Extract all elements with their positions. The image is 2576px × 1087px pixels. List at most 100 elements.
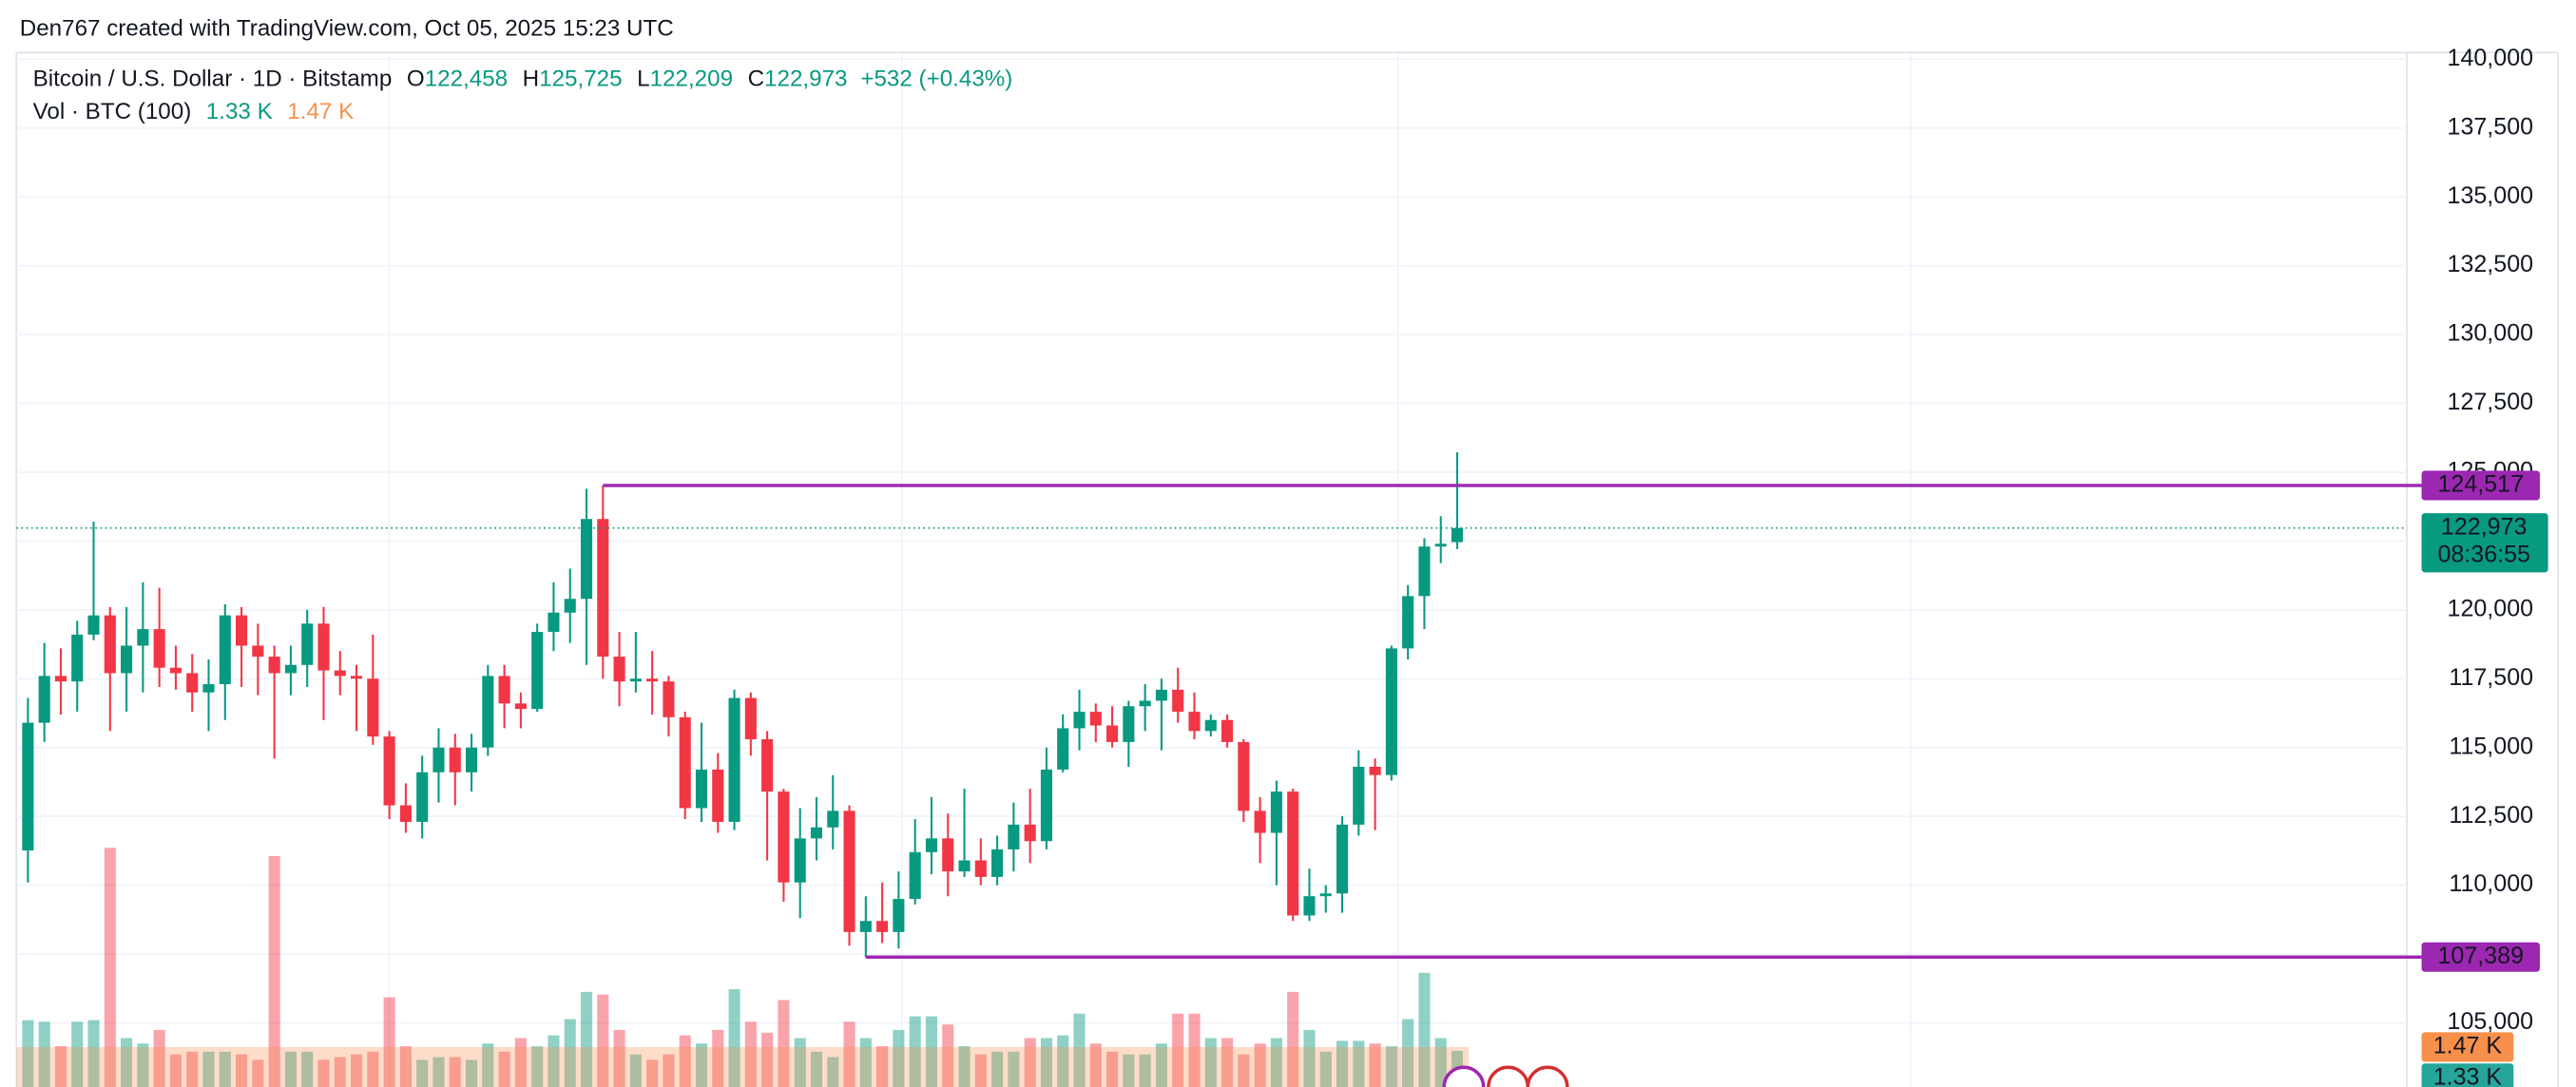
y-tick-label: 117,500 xyxy=(2449,664,2533,691)
candle-body xyxy=(1106,725,1119,742)
volume-bar xyxy=(548,1035,560,1087)
volume-bar xyxy=(1139,1054,1151,1087)
event-icon xyxy=(1526,1065,1569,1087)
volume-bar xyxy=(778,1000,790,1087)
volume-bar xyxy=(580,991,593,1087)
volume-bar xyxy=(87,1020,100,1087)
volume-bar xyxy=(137,1043,149,1087)
candle-body xyxy=(925,838,938,852)
candle-body xyxy=(1270,791,1282,833)
candle-body xyxy=(1303,896,1316,916)
volume-bar xyxy=(153,1029,165,1087)
candle-body xyxy=(531,632,544,710)
volume-bar xyxy=(1089,1043,1102,1087)
volume-bar xyxy=(744,1021,757,1087)
candle-body xyxy=(121,645,133,674)
volume-bar xyxy=(104,848,116,1087)
candle-body xyxy=(1155,689,1167,701)
candle-body xyxy=(22,722,34,851)
volume-bar xyxy=(1434,1038,1447,1087)
candle-body xyxy=(859,921,872,932)
volume-bar xyxy=(482,1043,494,1087)
candle-body xyxy=(416,772,429,822)
open-label: O xyxy=(407,67,425,92)
volume-bar xyxy=(367,1051,379,1087)
candle-body xyxy=(778,791,790,883)
change: +532 (+0.43%) xyxy=(860,67,1012,92)
volume-bar xyxy=(843,1021,855,1087)
candle-body xyxy=(219,615,231,685)
volume-bar xyxy=(909,1016,921,1087)
candle-body xyxy=(909,851,921,900)
candle-body xyxy=(367,678,379,737)
volume-bar xyxy=(1024,1038,1036,1087)
volume-bar xyxy=(22,1020,34,1087)
volume-bar xyxy=(71,1021,84,1087)
candle-body xyxy=(942,838,954,872)
volume-bar xyxy=(1369,1043,1381,1087)
last-price-box xyxy=(2421,513,2548,573)
volume-bar xyxy=(531,1046,544,1087)
candle-body xyxy=(679,716,691,809)
low-value: 122,209 xyxy=(650,67,733,92)
candle-body xyxy=(695,769,708,809)
candle-body xyxy=(153,629,165,668)
volume-bar xyxy=(433,1057,445,1087)
volume-bar xyxy=(629,1054,642,1087)
candle-body xyxy=(465,747,478,772)
candle-body xyxy=(761,739,774,792)
candle-body xyxy=(1188,712,1201,732)
candle-body xyxy=(1040,769,1052,842)
volume-bar xyxy=(1188,1013,1201,1087)
volume-bar xyxy=(1057,1035,1069,1087)
candle-body xyxy=(629,678,642,682)
candle-body xyxy=(646,678,659,682)
candle-body xyxy=(350,676,363,679)
volume-ma-box xyxy=(2421,1032,2514,1062)
volume-bar xyxy=(1270,1038,1282,1087)
candle-body xyxy=(236,615,248,646)
candle-body xyxy=(1434,544,1447,547)
volume-bar xyxy=(564,1019,576,1087)
candle-body xyxy=(1353,767,1365,825)
level-label: 107,389 xyxy=(2437,943,2524,969)
candle-body xyxy=(663,681,675,717)
candle-body xyxy=(54,676,67,682)
grid xyxy=(15,51,2559,1087)
event-icon xyxy=(1442,1065,1486,1087)
y-tick-label: 130,000 xyxy=(2448,320,2534,347)
candle-body xyxy=(1057,728,1069,770)
volume-bar xyxy=(1303,1029,1316,1087)
candle-body xyxy=(1238,741,1250,811)
volume-bar xyxy=(663,1054,675,1087)
candle-body xyxy=(1172,689,1184,713)
symbol: Bitcoin / U.S. Dollar · 1D · Bitstamp xyxy=(33,67,393,92)
volume-bar xyxy=(121,1038,133,1087)
volume-bar xyxy=(317,1059,330,1087)
volume-bar xyxy=(1353,1040,1365,1087)
volume-bar xyxy=(613,1029,625,1087)
candle-body xyxy=(827,810,839,828)
countdown: 08:36:55 xyxy=(2437,542,2530,568)
volume-bar xyxy=(1106,1051,1119,1087)
candle-body xyxy=(449,747,461,772)
candle-body xyxy=(137,629,149,646)
candle-body xyxy=(268,657,280,674)
candle-body xyxy=(876,921,889,932)
candle-body xyxy=(548,612,560,633)
volume-bar xyxy=(383,997,395,1087)
candle-body xyxy=(1451,527,1464,543)
volume-bar xyxy=(236,1054,248,1087)
y-tick-label: 137,500 xyxy=(2448,113,2534,140)
volume-bar xyxy=(794,1038,806,1087)
volume-bar xyxy=(1254,1043,1266,1087)
candle-body xyxy=(1385,648,1397,775)
open-value: 122,458 xyxy=(425,67,508,92)
volume-bar xyxy=(1287,991,1299,1087)
volume-bar xyxy=(1172,1013,1184,1087)
volume-bar xyxy=(761,1032,774,1087)
volume-bar xyxy=(958,1046,971,1087)
candle-body xyxy=(580,519,593,600)
candle-body xyxy=(1221,719,1234,742)
candle-body xyxy=(498,676,510,704)
